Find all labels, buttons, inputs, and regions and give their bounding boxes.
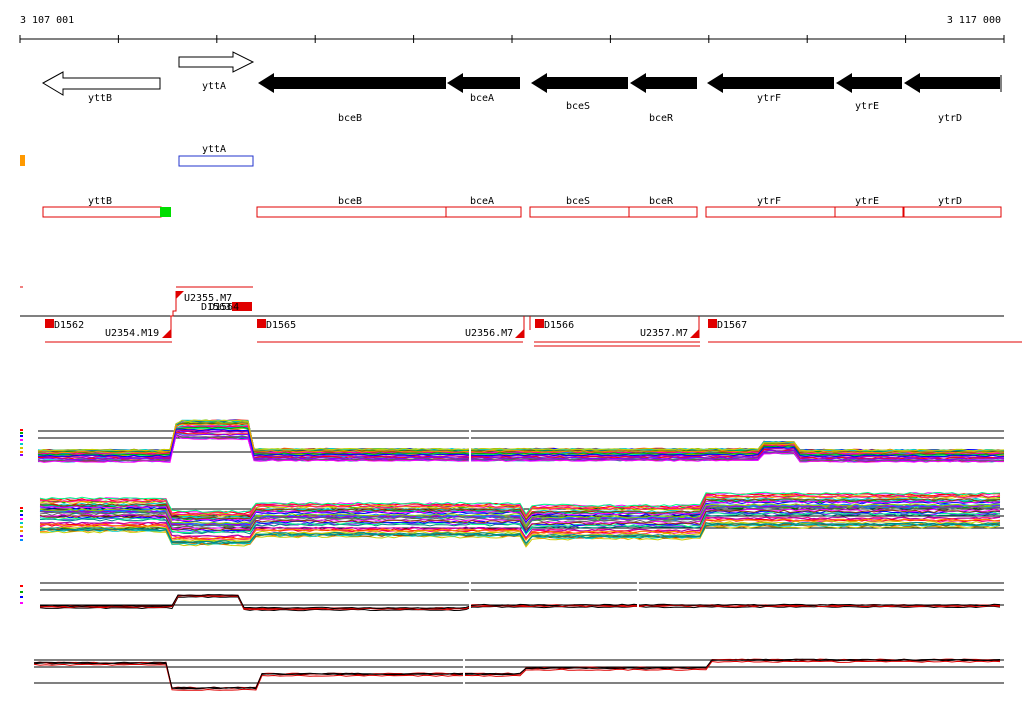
red-feature-label-ytrD: ytrD: [938, 196, 962, 207]
element-label-D1563: D1563: [201, 302, 231, 313]
element-label-D1566: D1566: [544, 320, 574, 331]
expression-profile: [39, 494, 1001, 518]
gene-ytrE[interactable]: ytrE: [836, 73, 902, 112]
coordinate-ruler: 3 107 001 3 117 000: [19, 15, 1005, 43]
element-label-U2354-M19: U2354.M19: [105, 328, 159, 339]
gene-yttB[interactable]: yttB: [41, 71, 161, 104]
gene-label-ytrE: ytrE: [855, 101, 879, 112]
expression-panel-2: [20, 491, 1004, 548]
feature-track-blue: yttA: [20, 144, 254, 167]
expression-profile: [37, 428, 1005, 458]
element-U2355-M7[interactable]: U2355.M7: [170, 286, 253, 317]
element-U2357-M7[interactable]: U2357.M7: [640, 316, 700, 339]
element-D1563[interactable]: D1563: [201, 302, 252, 313]
expression-profile: [37, 422, 1005, 454]
feature-label-yttA: yttA: [202, 144, 226, 155]
element-label-D1564: D1564: [209, 302, 239, 313]
gene-bceB[interactable]: bceB: [258, 73, 446, 124]
red-feature-label-ytrE: ytrE: [855, 196, 879, 207]
expression-panel-1: [20, 419, 1005, 470]
red-feature-ytrF[interactable]: [705, 206, 836, 218]
expression-profile: [37, 426, 1005, 456]
gene-yttA[interactable]: yttA: [178, 51, 255, 92]
red-feature-ytrE[interactable]: [834, 206, 904, 218]
element-D1566[interactable]: D1566: [529, 316, 700, 347]
element-D1564[interactable]: D1564: [209, 302, 239, 313]
red-feature-label-yttB: yttB: [88, 196, 112, 207]
ruler-start-label: 3 107 001: [20, 15, 74, 26]
expression-profile: [33, 660, 1001, 691]
gene-bceR[interactable]: bceR: [630, 73, 697, 124]
element-label-U2355-M7: U2355.M7: [184, 293, 232, 304]
expression-profile: [39, 497, 1001, 521]
element-label-D1562: D1562: [54, 320, 84, 331]
gene-ytrD[interactable]: ytrD: [904, 73, 1002, 124]
red-feature-label-bceS: bceS: [566, 196, 590, 207]
expression-panel-4: [33, 655, 1004, 691]
expression-profile: [39, 491, 1001, 515]
red-feature-bceR[interactable]: [628, 206, 698, 218]
gene-label-bceB: bceB: [338, 113, 362, 124]
expression-profile: [33, 658, 1001, 689]
expression-profile: [39, 498, 1000, 521]
expression-profile: [39, 594, 1001, 610]
expression-profile: [39, 525, 1001, 548]
expression-profile: [39, 513, 1001, 535]
expression-profile: [37, 419, 1005, 452]
red-feature-label-ytrF: ytrF: [757, 196, 781, 207]
element-U2356-M7[interactable]: U2356.M7: [465, 316, 525, 339]
gene-label-yttB: yttB: [88, 93, 112, 104]
element-label-U2356-M7: U2356.M7: [465, 328, 513, 339]
red-feature-bceB[interactable]: [256, 206, 447, 218]
expression-profile: [39, 500, 1001, 522]
gene-label-yttA: yttA: [202, 81, 226, 92]
gene-bceA[interactable]: bceA: [447, 73, 520, 104]
red-feature-label-bceB: bceB: [338, 196, 362, 207]
red-feature-label-bceR: bceR: [649, 196, 674, 207]
upstream-elements-track: U2355.M7 D1563 D1564 D1562 U2354.M19 D15…: [20, 286, 1022, 347]
gene-label-bceS: bceS: [566, 101, 590, 112]
green-marker: [160, 207, 171, 217]
expression-profile: [37, 434, 1004, 463]
expression-profile: [39, 503, 1001, 527]
expression-profile: [39, 522, 1001, 544]
gene-bceS[interactable]: bceS: [531, 73, 628, 112]
expression-profile: [37, 432, 1005, 461]
element-label-D1565: D1565: [266, 320, 296, 331]
element-D1565[interactable]: D1565: [257, 319, 523, 343]
gene-label-bceR: bceR: [649, 113, 674, 124]
red-feature-bceS[interactable]: [529, 206, 630, 218]
red-feature-label-bceA: bceA: [470, 196, 494, 207]
red-feature-ytrD[interactable]: [903, 206, 1002, 218]
red-feature-bceA[interactable]: [445, 206, 522, 218]
gene-label-bceA: bceA: [470, 93, 494, 104]
element-label-D1567: D1567: [717, 320, 747, 331]
red-feature-yttB[interactable]: [42, 206, 162, 218]
element-D1567[interactable]: D1567: [708, 319, 1022, 343]
feature-box-yttA[interactable]: [178, 155, 254, 167]
element-D1562[interactable]: D1562: [45, 319, 172, 343]
gene-label-ytrD: ytrD: [938, 113, 962, 124]
expression-profile: [39, 509, 1001, 532]
element-label-U2357-M7: U2357.M7: [640, 328, 688, 339]
orange-marker: [20, 155, 25, 166]
gene-track: yttB yttA bceB bceA bceS bceR ytrF ytrE: [41, 51, 1002, 124]
gene-label-ytrF: ytrF: [757, 93, 781, 104]
expression-profile: [37, 425, 1005, 456]
feature-track-red: yttB bceB bceA bceS bceR ytrF ytrE ytrD: [42, 196, 1002, 218]
expression-profile: [39, 511, 1001, 536]
expression-profile: [39, 518, 1001, 541]
expression-profile: [39, 516, 1001, 540]
expression-profile: [37, 433, 1005, 462]
ruler-end-label: 3 117 000: [947, 15, 1001, 26]
gene-ytrF[interactable]: ytrF: [707, 73, 834, 104]
expression-profile: [37, 420, 1004, 452]
element-U2354-M19[interactable]: U2354.M19: [105, 316, 172, 339]
expression-profile: [39, 595, 1001, 612]
expression-panel-3: [20, 580, 1004, 612]
